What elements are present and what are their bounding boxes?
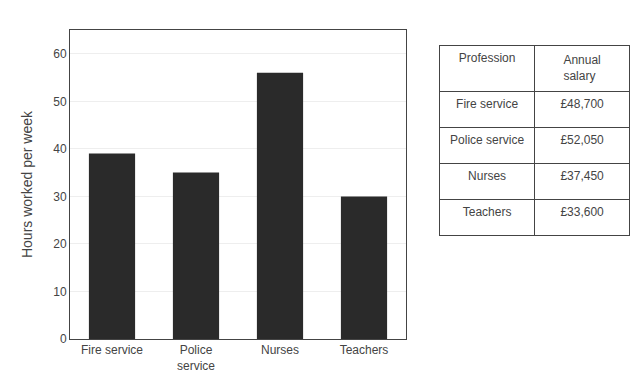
svg-text:Profession: Profession: [459, 51, 516, 65]
svg-text:£52,050: £52,050: [560, 133, 604, 147]
svg-text:Fire service: Fire service: [456, 97, 518, 111]
svg-text:0: 0: [60, 332, 67, 346]
svg-text:20: 20: [53, 237, 67, 251]
svg-text:Hours worked per week: Hours worked per week: [19, 110, 35, 258]
svg-text:Police service: Police service: [450, 133, 524, 147]
svg-text:Fire service: Fire service: [81, 343, 143, 357]
svg-text:Policeservice: Policeservice: [177, 343, 215, 373]
svg-text:10: 10: [53, 285, 67, 299]
svg-text:60: 60: [53, 47, 67, 61]
svg-text:Annualsalary: Annualsalary: [563, 53, 600, 83]
svg-text:30: 30: [53, 190, 67, 204]
svg-text:Nurses: Nurses: [468, 169, 506, 183]
svg-text:50: 50: [53, 95, 67, 109]
svg-text:Teachers: Teachers: [340, 343, 389, 357]
svg-text:£33,600: £33,600: [560, 205, 604, 219]
svg-text:Teachers: Teachers: [463, 205, 512, 219]
svg-text:40: 40: [53, 142, 67, 156]
svg-text:£48,700: £48,700: [560, 97, 604, 111]
svg-text:Nurses: Nurses: [261, 343, 299, 357]
svg-text:£37,450: £37,450: [560, 169, 604, 183]
